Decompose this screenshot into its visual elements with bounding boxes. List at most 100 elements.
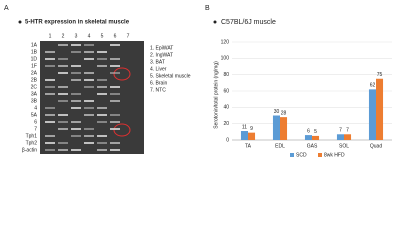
row-label: 3A [31, 91, 38, 97]
row-label: Tph1 [26, 133, 38, 139]
gel-legend-entry: 1. EpiWAT [150, 45, 173, 51]
x-tick-label: EDL [275, 143, 285, 149]
value-label: 28 [281, 110, 287, 116]
gel-band [84, 128, 94, 130]
gel-band [71, 65, 81, 67]
x-tick-label: SOL [339, 143, 349, 149]
gel-band [58, 100, 68, 102]
value-label: 11 [242, 124, 247, 130]
bullet [18, 20, 22, 24]
legend-entry: SCD [296, 152, 307, 158]
gel-band [71, 51, 81, 53]
gel-band [45, 107, 55, 109]
gel-band [58, 65, 68, 67]
gel-band [58, 58, 68, 60]
gel-band [71, 93, 81, 95]
value-label: 7 [346, 128, 349, 134]
gel-band [71, 149, 81, 151]
gel-band [97, 65, 107, 67]
page: {"panels": {"a": "A", "b": "B"}, "gel": … [4, 4, 392, 159]
gel-band [110, 114, 120, 116]
legend-swatch [318, 153, 322, 157]
bar [248, 132, 256, 140]
row-label: 7 [34, 126, 37, 132]
bar [304, 135, 312, 140]
lane-number: 6 [114, 33, 117, 39]
row-label: 4 [34, 105, 37, 111]
gel-band [97, 107, 107, 109]
gel-band [84, 135, 94, 137]
gel-band [58, 93, 68, 95]
gel-legend-entry: 5. Skeletal muscle [150, 73, 191, 79]
gel-title: 5-HTR expression in skeletal muscle [25, 20, 130, 26]
gel-band [45, 79, 55, 81]
gel-band [84, 114, 94, 116]
gel-band [97, 93, 107, 95]
gel-band [71, 135, 81, 137]
gel-band [45, 51, 55, 53]
gel-band [84, 58, 94, 60]
gel-legend-entry: 6. Brain [150, 80, 167, 86]
gel-band [110, 100, 120, 102]
gel-image [40, 41, 144, 154]
row-label: 6 [34, 119, 37, 125]
bar [336, 134, 344, 140]
gel-band [58, 121, 68, 123]
gel-band [110, 149, 120, 151]
gel-band [71, 107, 81, 109]
y-axis-label: Serotonin/total protein (ng/mg) [213, 61, 219, 129]
lane-number: 7 [127, 33, 130, 39]
gel-band [45, 86, 55, 88]
value-label: 75 [377, 72, 383, 78]
gel-band [71, 44, 81, 46]
gel-band [84, 79, 94, 81]
gel-band [110, 142, 120, 144]
gel-band [97, 142, 107, 144]
gel-band [45, 114, 55, 116]
row-label: 3B [31, 98, 38, 104]
gel-legend-entry: 2. IngWAT [150, 52, 173, 58]
gel-band [110, 72, 120, 74]
gel-band [58, 114, 68, 116]
y-tick-label: 80 [223, 72, 229, 78]
gel-band [110, 93, 120, 95]
row-label: 1D [31, 56, 38, 62]
x-tick-label: Quad [370, 143, 382, 149]
value-label: 6 [307, 128, 310, 134]
gel-band [71, 72, 81, 74]
bullet [213, 20, 217, 24]
gel-band [45, 58, 55, 60]
gel-band [58, 72, 68, 74]
gel-band [97, 121, 107, 123]
gel-band [97, 58, 107, 60]
value-label: 7 [339, 128, 342, 134]
gel-band [84, 51, 94, 53]
gel-band [110, 44, 120, 46]
gel-band [45, 93, 55, 95]
gel-band [97, 149, 107, 151]
gel-band [110, 86, 120, 88]
gel-band [45, 121, 55, 123]
gel-band [45, 142, 55, 144]
row-label: 1A [31, 42, 38, 48]
gel-band [58, 142, 68, 144]
gel-band [84, 107, 94, 109]
gel-band [97, 135, 107, 137]
gel-band [58, 149, 68, 151]
row-label: 2A [31, 70, 38, 76]
row-label: 2B [31, 77, 38, 83]
panel-label: B [205, 5, 210, 12]
gel-legend-entry: 7. NTC [150, 87, 166, 93]
y-tick-label: 60 [223, 88, 229, 94]
legend-swatch [290, 153, 294, 157]
gel-band [97, 51, 107, 53]
gel-band [45, 149, 55, 151]
row-label: 1B [31, 49, 38, 55]
row-label: 2C [31, 84, 38, 90]
lane-number: 2 [62, 33, 65, 39]
gel-band [71, 100, 81, 102]
gel-band [97, 79, 107, 81]
gel-band [84, 142, 94, 144]
y-tick-label: 0 [226, 137, 229, 143]
lane-number: 4 [88, 33, 91, 39]
